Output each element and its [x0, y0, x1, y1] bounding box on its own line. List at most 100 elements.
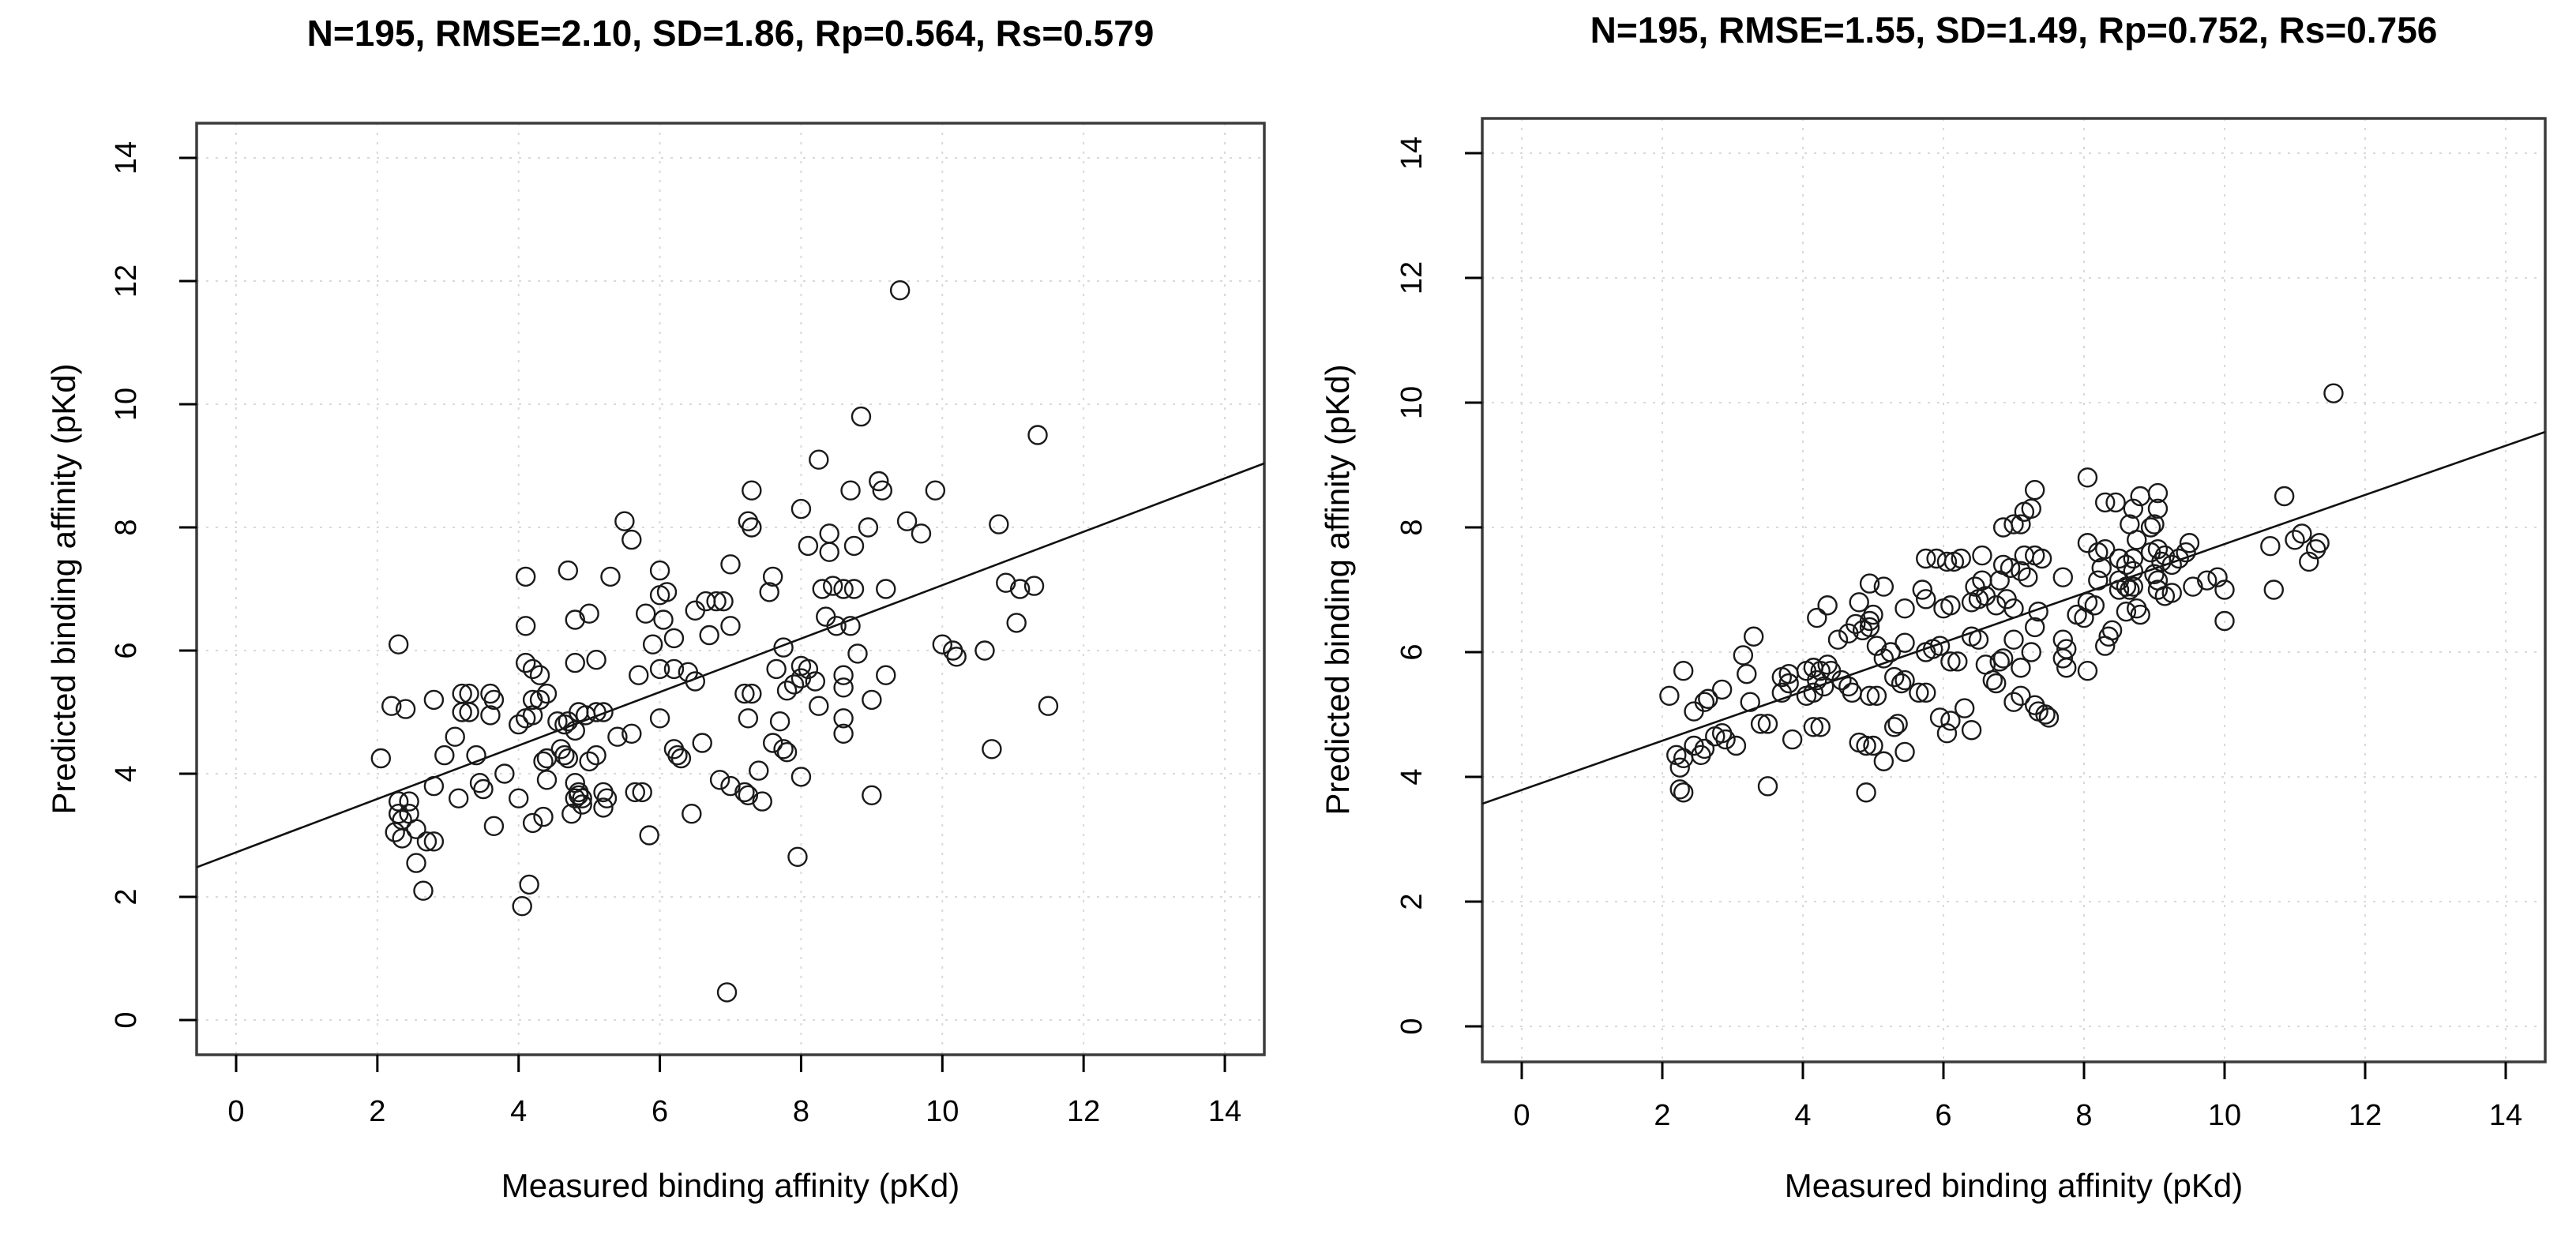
data-point: [459, 702, 479, 722]
data-point: [1813, 676, 1834, 697]
data-point: [483, 689, 505, 711]
data-point: [515, 652, 536, 673]
data-point: [2161, 554, 2182, 576]
data-point: [872, 480, 892, 501]
data-point: [2021, 498, 2041, 519]
data-point: [734, 782, 755, 803]
data-point: [787, 846, 808, 868]
data-point: [685, 600, 705, 621]
data-point: [536, 770, 558, 790]
data-point: [2214, 610, 2235, 632]
data-point: [388, 634, 409, 655]
data-point: [2120, 579, 2140, 600]
data-point: [406, 853, 426, 873]
data-point: [896, 511, 918, 531]
data-point: [2147, 579, 2169, 600]
data-point: [399, 791, 419, 812]
data-point: [734, 683, 755, 704]
data-point: [561, 803, 582, 824]
data-point: [649, 658, 670, 680]
data-point: [2108, 579, 2130, 600]
data-point: [1831, 670, 1852, 691]
data-point: [2018, 567, 2038, 587]
data-point: [1715, 729, 1736, 750]
data-point: [1694, 692, 1715, 712]
data-point: [2000, 557, 2021, 579]
data-point: [2024, 617, 2045, 638]
data-point: [720, 554, 741, 575]
data-point: [649, 708, 670, 729]
data-point: [925, 480, 946, 501]
x-tick-label: 6: [1935, 1099, 1951, 1132]
data-point: [1009, 579, 1031, 599]
x-tick-label: 4: [510, 1095, 527, 1128]
data-point: [843, 579, 865, 599]
data-point: [2003, 514, 2024, 534]
data-point: [512, 895, 532, 917]
data-point: [445, 726, 465, 747]
data-point: [2147, 498, 2169, 519]
plot-area-right: 0 2 4 6 8 10 12 14 0 2 4 6 8 10 12 14: [1395, 117, 2547, 1132]
data-point: [1873, 576, 1894, 597]
data-point: [1810, 717, 1831, 737]
data-point: [1989, 651, 2010, 672]
data-point: [1916, 548, 1936, 569]
data-point: [1698, 688, 1718, 709]
data-point: [766, 658, 787, 680]
data-point: [1866, 685, 1887, 706]
data-point: [1926, 548, 1947, 569]
data-point: [1986, 673, 2007, 694]
data-point: [1673, 661, 1694, 681]
data-point: [790, 498, 812, 519]
data-point: [862, 689, 882, 711]
data-point: [1817, 595, 1838, 616]
data-point: [2179, 533, 2200, 553]
data-point: [632, 782, 652, 803]
data-point: [586, 745, 606, 766]
data-point: [1849, 592, 1869, 613]
data-point: [621, 723, 642, 744]
data-point: [685, 671, 705, 692]
scatter-panel-right: 0 2 4 6 8 10 12 14 0 2 4 6 8 10 12 14 N=195, RMSE=1.55,…: [1319, 9, 2547, 1204]
data-point: [862, 785, 882, 805]
data-point: [2127, 530, 2147, 550]
data-point: [1986, 595, 2007, 616]
data-point: [1743, 626, 1764, 647]
panel-left-title: N=195, RMSE=2.10, SD=1.86, Rp=0.564, Rs=…: [307, 13, 1155, 54]
data-point: [452, 702, 472, 722]
y-tick-label: 6: [1395, 643, 1429, 660]
data-point: [1883, 717, 1905, 737]
data-point: [1936, 551, 1958, 572]
data-point: [656, 582, 678, 602]
data-point: [1929, 636, 1951, 656]
data-point: [2084, 595, 2105, 616]
data-point: [509, 788, 529, 808]
data-point: [989, 514, 1009, 534]
data-point: [851, 406, 872, 427]
data-point: [2309, 533, 2330, 553]
data-point: [2028, 601, 2048, 622]
data-point: [1916, 589, 1936, 609]
data-point: [1972, 545, 1992, 566]
x-tick-label: 10: [926, 1095, 959, 1128]
data-point: [1669, 757, 1690, 778]
data-point: [413, 880, 434, 901]
data-point: [1810, 661, 1831, 681]
data-point: [586, 702, 606, 722]
y-tick-label: 0: [1395, 1018, 1429, 1034]
data-point: [1936, 723, 1958, 744]
data-point: [716, 982, 738, 1003]
plot-box: [195, 122, 1266, 1056]
data-point: [1940, 651, 1961, 672]
data-point: [392, 828, 412, 849]
data-point: [494, 763, 515, 784]
data-point: [565, 720, 585, 741]
data-point: [1740, 692, 1760, 712]
data-point: [1940, 595, 1961, 616]
data-point: [1737, 663, 1757, 685]
y-tick-label: 4: [110, 765, 143, 782]
data-point: [833, 708, 854, 729]
data-point: [759, 582, 779, 602]
data-point: [1873, 648, 1894, 669]
data-point: [1947, 651, 1968, 672]
